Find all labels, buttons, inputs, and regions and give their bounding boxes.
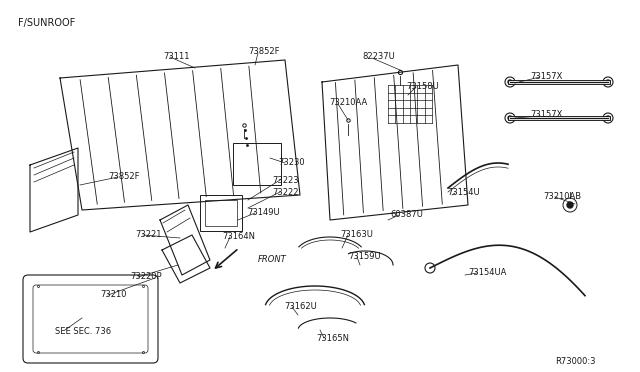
Text: 82237U: 82237U: [362, 52, 395, 61]
Text: 73154U: 73154U: [447, 188, 479, 197]
Bar: [200, 195, 242, 231]
Circle shape: [508, 80, 512, 84]
Circle shape: [567, 202, 573, 208]
Circle shape: [606, 116, 610, 120]
Text: 73220P: 73220P: [130, 272, 162, 281]
Text: FRONT: FRONT: [258, 255, 287, 264]
Circle shape: [508, 116, 512, 120]
Text: 73852F: 73852F: [248, 47, 280, 56]
Text: 73149U: 73149U: [247, 208, 280, 217]
Text: 73162U: 73162U: [284, 302, 317, 311]
Text: 73210: 73210: [100, 290, 127, 299]
Text: 73852F: 73852F: [108, 172, 140, 181]
Text: 73154UA: 73154UA: [468, 268, 506, 277]
Text: R73000:3: R73000:3: [555, 357, 595, 366]
Text: 73164N: 73164N: [222, 232, 255, 241]
Text: 73165N: 73165N: [316, 334, 349, 343]
Text: SEE SEC. 736: SEE SEC. 736: [55, 327, 111, 336]
Text: 73221: 73221: [135, 230, 161, 239]
Text: 73223: 73223: [272, 176, 299, 185]
Text: 73157X: 73157X: [530, 110, 563, 119]
Text: 73159U: 73159U: [348, 252, 381, 261]
Bar: [205, 200, 237, 226]
Bar: [233, 143, 281, 185]
Circle shape: [606, 80, 610, 84]
Text: 60387U: 60387U: [390, 210, 423, 219]
Text: 73163U: 73163U: [340, 230, 373, 239]
Text: 73210AA: 73210AA: [329, 98, 367, 107]
Text: 73222: 73222: [272, 188, 298, 197]
Text: F/SUNROOF: F/SUNROOF: [18, 18, 76, 28]
Text: 73111: 73111: [163, 52, 189, 61]
Text: 73230: 73230: [278, 158, 305, 167]
Text: 73157X: 73157X: [530, 72, 563, 81]
Text: 73210AB: 73210AB: [543, 192, 581, 201]
Text: 73158U: 73158U: [406, 82, 439, 91]
